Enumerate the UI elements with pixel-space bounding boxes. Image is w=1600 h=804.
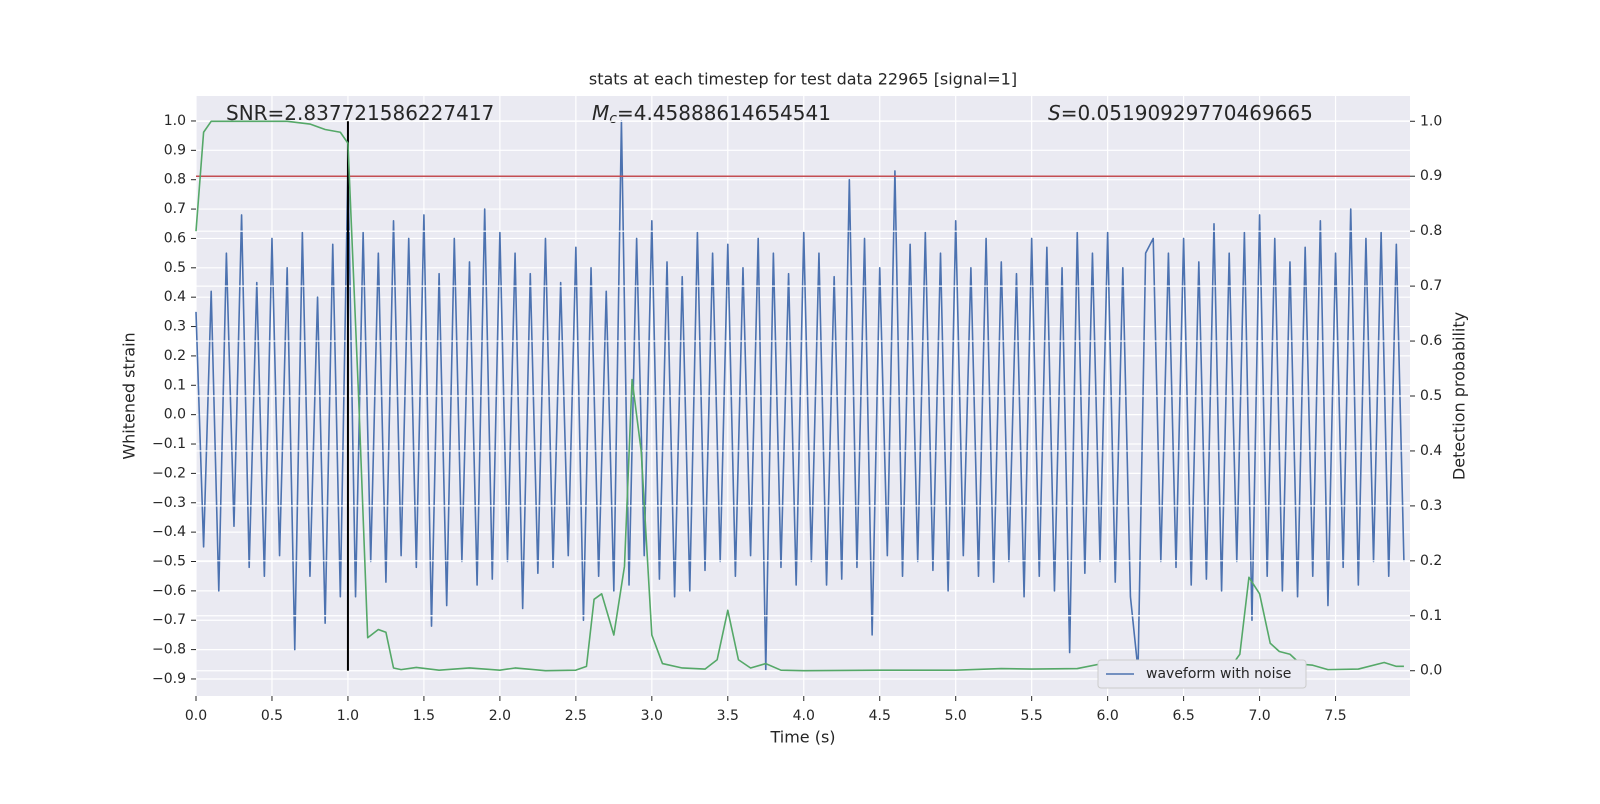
y2-tick-label: 1.0: [1420, 113, 1442, 129]
y-tick-label: 0.9: [164, 142, 186, 158]
y-tick-label: 0.3: [164, 319, 186, 335]
x-tick-label: 0.0: [185, 708, 207, 724]
y2-tick-label: 0.9: [1420, 168, 1442, 184]
x-tick-label: 5.5: [1021, 708, 1043, 724]
annotation-symbol: S: [1048, 101, 1061, 125]
x-tick-label: 7.5: [1324, 708, 1346, 724]
annotation: S=0.05190929770469665: [1048, 101, 1313, 125]
y-tick-label: −0.1: [152, 436, 186, 452]
x-tick-label: 3.5: [717, 708, 739, 724]
y-tick-label: 0.0: [164, 407, 186, 423]
y-tick-label: 1.0: [164, 113, 186, 129]
legend-label: waveform with noise: [1146, 666, 1291, 682]
y-tick-label: 0.2: [164, 348, 186, 364]
y-tick-label: 0.6: [164, 230, 186, 246]
y-tick-label: 0.5: [164, 260, 186, 276]
y-tick-label: −0.5: [152, 553, 186, 569]
x-tick-label: 3.0: [641, 708, 663, 724]
x-tick-label: 2.5: [565, 708, 587, 724]
y-tick-label: −0.8: [152, 642, 186, 658]
y2-tick-label: 0.0: [1420, 663, 1442, 679]
annotation-subscript: c: [609, 111, 617, 127]
annotation-text: =0.05190929770469665: [1061, 101, 1313, 125]
x-tick-label: 1.0: [337, 708, 359, 724]
y2-tick-label: 0.6: [1420, 333, 1442, 349]
y-axis-label: Whitened strain: [120, 332, 139, 459]
y2-tick-label: 0.2: [1420, 553, 1442, 569]
y-tick-label: 0.4: [164, 289, 186, 305]
annotation: Mc=4.45888614654541: [592, 101, 831, 128]
y2-tick-label: 0.3: [1420, 498, 1442, 514]
annotation-text: =4.45888614654541: [617, 101, 831, 125]
x-tick-label: 2.0: [489, 708, 511, 724]
y2-tick-label: 0.4: [1420, 443, 1442, 459]
y-tick-label: −0.3: [152, 495, 186, 511]
chart-title: stats at each timestep for test data 229…: [589, 70, 1017, 89]
y2-tick-label: 0.7: [1420, 278, 1442, 294]
series-line: [195, 120, 1404, 672]
x-tick-label: 4.5: [869, 708, 891, 724]
y-tick-label: −0.7: [152, 612, 186, 628]
y2-tick-label: 0.5: [1420, 388, 1442, 404]
x-tick-label: 7.0: [1248, 708, 1270, 724]
y-tick-label: −0.2: [152, 465, 186, 481]
x-tick-label: 6.5: [1172, 708, 1194, 724]
x-axis-label: Time (s): [769, 728, 835, 747]
x-tick-label: 6.0: [1097, 708, 1119, 724]
y-tick-label: 0.7: [164, 201, 186, 217]
y-tick-label: 0.8: [164, 172, 186, 188]
y2-tick-label: 0.1: [1420, 608, 1442, 624]
series-line: [195, 120, 1405, 671]
annotation-symbol: M: [592, 101, 609, 125]
y-tick-label: −0.9: [152, 671, 186, 687]
y2-axis-label: Detection probability: [1450, 312, 1469, 480]
legend-box: [1097, 659, 1307, 689]
y-tick-label: −0.4: [152, 524, 186, 540]
y2-tick-label: 0.8: [1420, 223, 1442, 239]
x-tick-label: 0.5: [261, 708, 283, 724]
x-tick-label: 4.0: [793, 708, 815, 724]
x-tick-label: 5.0: [945, 708, 967, 724]
y-tick-label: −0.6: [152, 583, 186, 599]
y-tick-label: 0.1: [164, 377, 186, 393]
x-tick-label: 1.5: [413, 708, 435, 724]
